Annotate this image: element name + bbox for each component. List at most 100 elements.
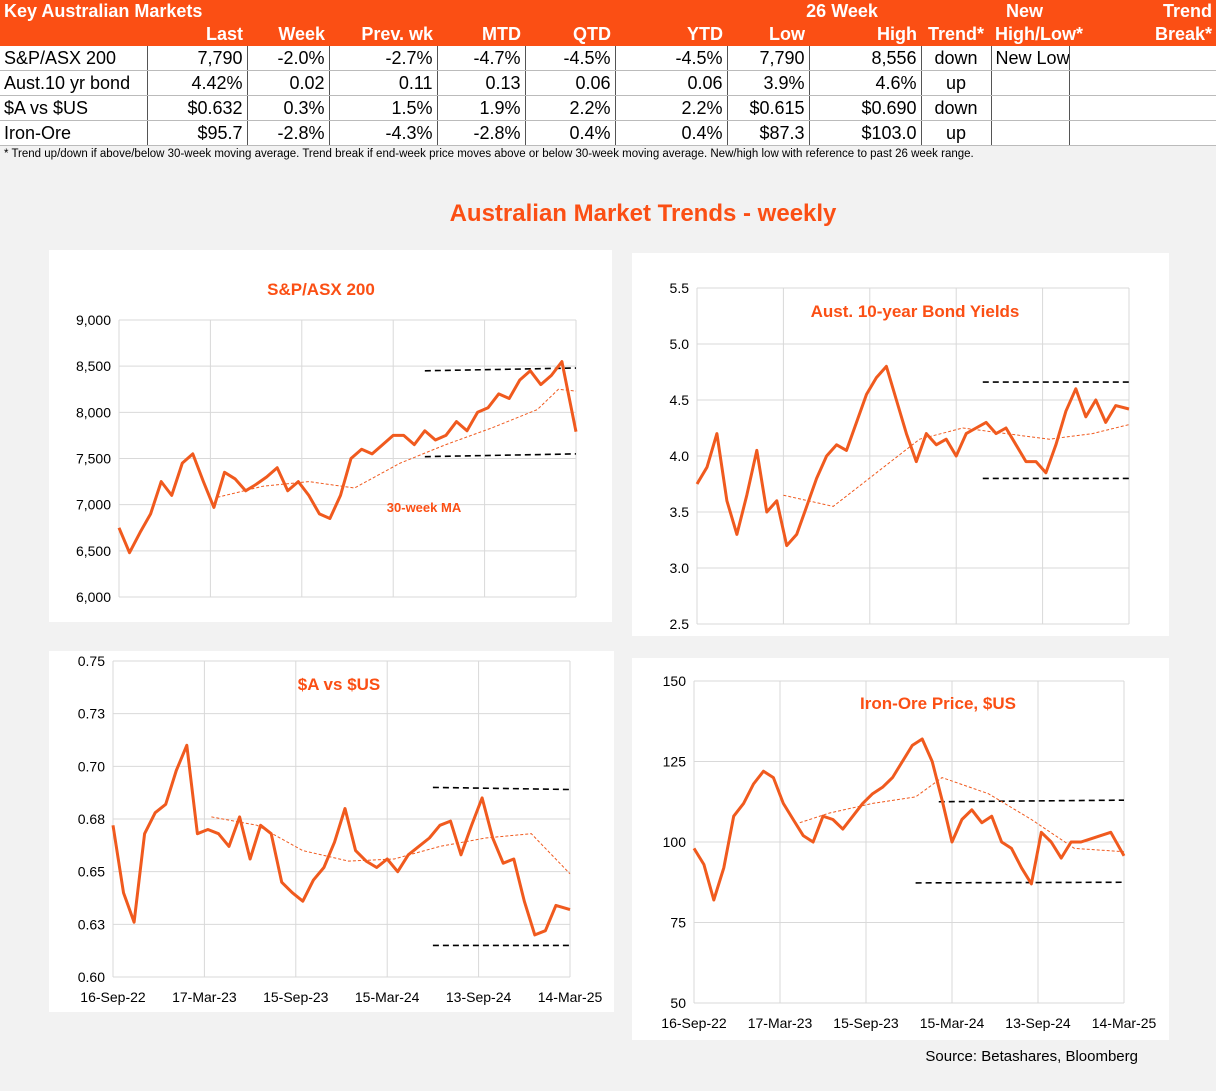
moving-average-annotation: 30-week MA bbox=[387, 500, 462, 515]
table-cell: down bbox=[921, 46, 992, 71]
page-title: Australian Market Trends - weekly bbox=[449, 200, 837, 227]
table-cell: -2.8% bbox=[247, 120, 330, 146]
header-new: New bbox=[991, 0, 1070, 23]
column-header: Low bbox=[727, 23, 810, 46]
y-tick-label: 9,000 bbox=[76, 312, 111, 328]
table-cell: 0.4% bbox=[615, 120, 728, 146]
table-cell: 7,790 bbox=[727, 46, 810, 71]
table-cell: $87.3 bbox=[727, 120, 810, 146]
column-header: Last bbox=[147, 23, 247, 46]
y-tick-label: 0.73 bbox=[78, 706, 105, 722]
table-cell: -4.5% bbox=[615, 46, 728, 71]
row-label: S&P/ASX 200 bbox=[0, 46, 148, 71]
table-cell: 0.06 bbox=[615, 70, 728, 96]
chart-title: Aust. 10-year Bond Yields bbox=[811, 302, 1020, 321]
table-cell: 0.13 bbox=[437, 70, 526, 96]
table-row: $A vs $US $0.632 0.3% 1.5% 1.9% 2.2% 2.2% $0.61… bbox=[0, 95, 1216, 121]
range-line bbox=[915, 881, 1125, 884]
x-tick-label: 16-Sep-22 bbox=[661, 1015, 727, 1031]
y-tick-label: 2.5 bbox=[670, 616, 690, 632]
y-tick-label: 50 bbox=[670, 995, 686, 1011]
table-cell: $95.7 bbox=[147, 120, 248, 146]
row-label: $A vs $US bbox=[0, 95, 148, 121]
y-tick-label: 150 bbox=[663, 673, 687, 689]
table-header-top: Key Australian Markets 26 Week New Trend bbox=[0, 0, 1216, 23]
x-tick-label: 17-Mar-23 bbox=[172, 989, 237, 1005]
table-cell bbox=[991, 95, 1070, 121]
table-header-columns: Last Week Prev. wk MTD QTD YTD Low High … bbox=[0, 23, 1216, 46]
table-cell: 4.6% bbox=[809, 70, 922, 96]
y-tick-label: 100 bbox=[663, 834, 687, 850]
table-cell: 0.02 bbox=[247, 70, 330, 96]
table-cell: $0.615 bbox=[727, 95, 810, 121]
y-tick-label: 75 bbox=[670, 915, 686, 931]
y-tick-label: 8,500 bbox=[76, 358, 111, 374]
table-cell: -2.7% bbox=[329, 46, 438, 71]
y-tick-label: 125 bbox=[663, 754, 687, 770]
y-tick-label: 7,000 bbox=[76, 497, 111, 513]
table-cell bbox=[991, 120, 1070, 146]
x-tick-label: 15-Sep-23 bbox=[263, 989, 329, 1005]
range-line bbox=[938, 799, 1125, 803]
moving-average-line bbox=[783, 424, 1130, 507]
table-cell bbox=[1069, 120, 1216, 146]
table-cell: -4.5% bbox=[525, 46, 616, 71]
range-line bbox=[432, 786, 571, 791]
chart-aud-usd: 0.60 0.63 0.65 0.68 0.70 0.73 0.75 16-Sep-22 17-… bbox=[49, 651, 614, 1012]
y-tick-label: 0.60 bbox=[78, 969, 105, 985]
table-row: Iron-Ore $95.7 -2.8% -4.3% -2.8% 0.4% 0.4% $87.… bbox=[0, 120, 1216, 146]
table-cell: 0.06 bbox=[525, 70, 616, 96]
table-cell: 1.5% bbox=[329, 95, 438, 121]
moving-average-line bbox=[799, 777, 1125, 853]
price-series-line bbox=[111, 743, 571, 937]
y-tick-label: 5.5 bbox=[670, 280, 690, 296]
table-cell bbox=[1069, 46, 1216, 71]
y-tick-label: 0.65 bbox=[78, 864, 105, 880]
y-tick-label: 7,500 bbox=[76, 451, 111, 467]
y-tick-label: 4.5 bbox=[670, 392, 690, 408]
source-note: Source: Betashares, Bloomberg bbox=[925, 1048, 1138, 1065]
y-tick-label: 3.5 bbox=[670, 504, 690, 520]
table-cell: 0.11 bbox=[329, 70, 438, 96]
table-cell bbox=[1069, 70, 1216, 96]
x-tick-label: 13-Sep-24 bbox=[1005, 1015, 1071, 1031]
y-tick-label: 6,500 bbox=[76, 543, 111, 559]
x-tick-label: 16-Sep-22 bbox=[80, 989, 146, 1005]
row-label: Iron-Ore bbox=[0, 120, 148, 146]
y-tick-label: 0.70 bbox=[78, 758, 105, 774]
table-title: Key Australian Markets bbox=[0, 0, 330, 23]
table-cell: 0.3% bbox=[247, 95, 330, 121]
table-cell: -2.0% bbox=[247, 46, 330, 71]
table-cell: New Low bbox=[991, 46, 1070, 71]
x-tick-label: 15-Sep-23 bbox=[833, 1015, 899, 1031]
range-line bbox=[424, 453, 577, 458]
price-series-line bbox=[117, 360, 578, 555]
x-tick-label: 15-Mar-24 bbox=[920, 1015, 985, 1031]
chart-asx200: 6,000 6,500 7,000 7,500 8,000 8,500 9,000 S&P/A… bbox=[49, 250, 612, 622]
table-row: S&P/ASX 200 7,790 -2.0% -2.7% -4.7% -4.5% -4.5… bbox=[0, 46, 1216, 71]
table-cell: -4.7% bbox=[437, 46, 526, 71]
column-header: Prev. wk bbox=[329, 23, 438, 46]
y-tick-label: 0.68 bbox=[78, 811, 105, 827]
column-header: QTD bbox=[525, 23, 616, 46]
chart-bond-yields: 2.5 3.0 3.5 4.0 4.5 5.0 5.5 Aust. 10-year Bond … bbox=[632, 253, 1169, 636]
table-cell: up bbox=[921, 70, 992, 96]
table-cell: down bbox=[921, 95, 992, 121]
table-cell: $0.632 bbox=[147, 95, 248, 121]
table-cell: -4.3% bbox=[329, 120, 438, 146]
table-cell: 3.9% bbox=[727, 70, 810, 96]
table-cell: 8,556 bbox=[809, 46, 922, 71]
column-header: High bbox=[809, 23, 922, 46]
x-tick-label: 17-Mar-23 bbox=[748, 1015, 813, 1031]
column-header: Trend* bbox=[921, 23, 992, 46]
table-footnote: * Trend up/down if above/below 30-week m… bbox=[4, 148, 974, 160]
chart-iron-ore: 50 75 100 125 150 16-Sep-22 17-Mar-23 15-Sep-23… bbox=[632, 658, 1169, 1040]
x-tick-label: 14-Mar-25 bbox=[538, 989, 603, 1005]
chart-title: $A vs $US bbox=[298, 675, 381, 694]
y-tick-label: 0.63 bbox=[78, 916, 105, 932]
x-tick-label: 14-Mar-25 bbox=[1092, 1015, 1157, 1031]
header-26-week: 26 Week bbox=[727, 0, 922, 23]
table-cell: $0.690 bbox=[809, 95, 922, 121]
row-label: Aust.10 yr bond bbox=[0, 70, 148, 96]
table-cell bbox=[991, 70, 1070, 96]
